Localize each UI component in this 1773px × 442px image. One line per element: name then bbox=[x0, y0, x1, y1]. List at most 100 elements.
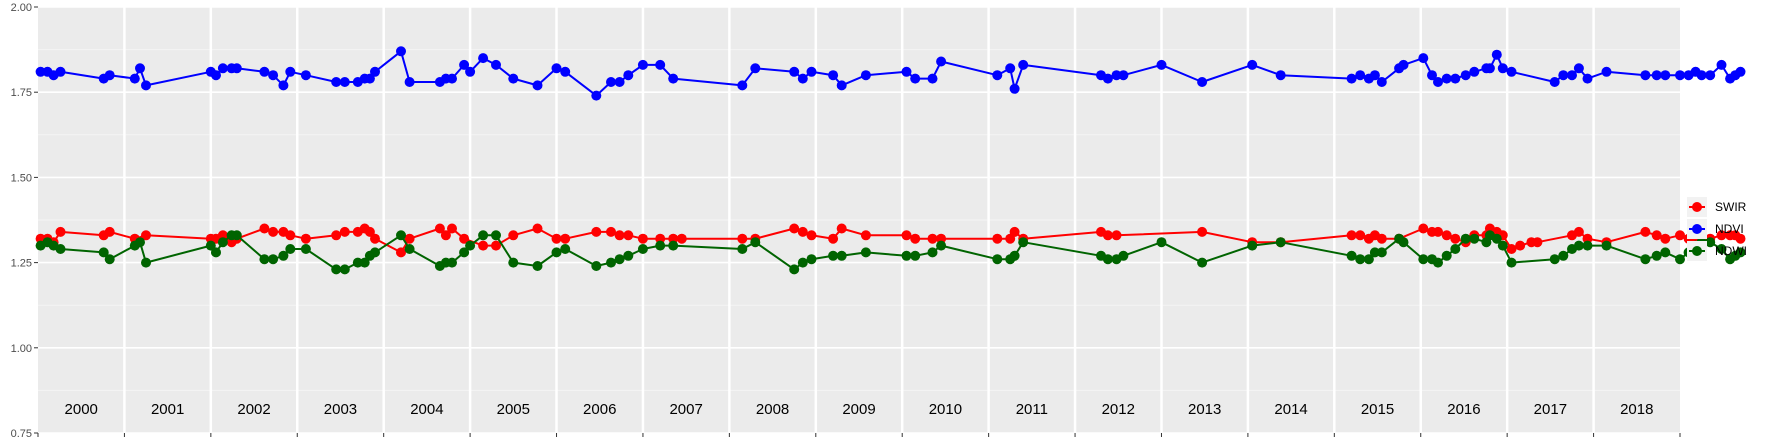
data-point bbox=[1433, 226, 1443, 237]
data-point bbox=[217, 230, 228, 241]
data-point bbox=[364, 73, 375, 84]
data-point bbox=[491, 59, 501, 70]
data-point bbox=[1640, 70, 1651, 81]
data-point bbox=[936, 233, 947, 244]
y-tick-label: 2.00 bbox=[11, 2, 32, 14]
minor-gridlines bbox=[38, 49, 1680, 391]
data-point bbox=[1102, 254, 1113, 265]
data-point bbox=[508, 73, 519, 84]
y-axis: 0.75 1.00 1.25 1.50 1.75 2.00 bbox=[11, 2, 38, 440]
data-point bbox=[1005, 63, 1016, 74]
data-point bbox=[828, 233, 839, 244]
data-point bbox=[55, 244, 66, 254]
data-point bbox=[591, 226, 602, 237]
series-ndwi bbox=[35, 230, 1746, 275]
data-point bbox=[1735, 247, 1746, 258]
data-point bbox=[508, 230, 519, 241]
data-point bbox=[927, 73, 938, 84]
x-axis bbox=[37, 433, 1681, 437]
data-point bbox=[104, 254, 115, 265]
data-point bbox=[992, 233, 1003, 244]
data-point bbox=[459, 233, 470, 244]
data-point bbox=[750, 63, 761, 74]
data-point bbox=[434, 223, 445, 234]
data-point bbox=[285, 230, 296, 241]
data-point bbox=[1716, 230, 1727, 241]
data-point bbox=[1398, 237, 1409, 248]
data-point bbox=[1441, 73, 1452, 84]
data-point bbox=[806, 254, 817, 265]
year-label: 2010 bbox=[929, 401, 962, 418]
data-point bbox=[806, 230, 817, 241]
data-point bbox=[936, 56, 947, 67]
legend-key-point bbox=[1692, 224, 1702, 234]
data-point bbox=[259, 254, 270, 265]
data-point bbox=[551, 233, 562, 244]
data-point bbox=[1660, 233, 1671, 244]
data-point bbox=[1469, 66, 1480, 77]
data-point bbox=[1018, 59, 1029, 70]
legend-item-swir: SWIR bbox=[1687, 197, 1747, 217]
data-point bbox=[1716, 244, 1727, 254]
data-point bbox=[129, 73, 140, 84]
y-tick-label: 1.75 bbox=[11, 87, 32, 99]
data-point bbox=[797, 226, 808, 237]
data-point bbox=[623, 250, 634, 261]
data-point bbox=[901, 230, 912, 241]
data-point bbox=[901, 250, 912, 261]
data-point bbox=[211, 70, 221, 81]
year-label: 2016 bbox=[1447, 401, 1480, 418]
data-point bbox=[1275, 70, 1286, 81]
year-label: 2006 bbox=[583, 401, 616, 418]
series-line bbox=[40, 50, 1742, 97]
data-point bbox=[1506, 244, 1517, 254]
data-point bbox=[1696, 70, 1707, 81]
data-point bbox=[1433, 257, 1443, 268]
data-point bbox=[1675, 70, 1685, 81]
data-point bbox=[1660, 247, 1671, 258]
data-point bbox=[404, 77, 415, 87]
year-label: 2012 bbox=[1102, 401, 1135, 418]
data-point bbox=[104, 226, 115, 237]
data-point bbox=[901, 66, 912, 77]
data-point bbox=[737, 80, 748, 91]
data-point bbox=[1102, 73, 1113, 84]
data-point bbox=[259, 223, 270, 234]
data-point bbox=[370, 247, 380, 258]
year-label: 2011 bbox=[1016, 401, 1048, 418]
data-point bbox=[268, 70, 279, 81]
data-point bbox=[1118, 70, 1129, 81]
y-tick-label: 0.75 bbox=[11, 428, 32, 440]
data-point bbox=[623, 70, 634, 81]
data-point bbox=[1558, 250, 1569, 261]
data-point bbox=[1660, 70, 1671, 81]
data-point bbox=[459, 247, 470, 258]
data-point bbox=[1376, 77, 1387, 87]
data-point bbox=[331, 77, 342, 87]
data-point bbox=[1355, 230, 1366, 241]
data-point bbox=[560, 244, 571, 254]
data-point bbox=[551, 63, 562, 74]
data-point bbox=[1346, 230, 1357, 241]
data-point bbox=[614, 254, 625, 265]
data-point bbox=[1018, 237, 1029, 248]
data-point bbox=[1376, 233, 1387, 244]
data-point bbox=[1675, 230, 1685, 241]
data-point bbox=[1197, 226, 1208, 237]
data-point bbox=[1506, 257, 1517, 268]
data-point bbox=[135, 63, 145, 74]
year-label: 2014 bbox=[1274, 401, 1307, 418]
data-point bbox=[1009, 226, 1020, 237]
data-point bbox=[1363, 254, 1374, 265]
data-point bbox=[268, 254, 279, 265]
data-point bbox=[1346, 250, 1357, 261]
data-point bbox=[1102, 230, 1113, 241]
year-label: 2007 bbox=[669, 401, 702, 418]
data-point bbox=[1497, 63, 1508, 74]
data-point bbox=[836, 250, 847, 261]
data-point bbox=[339, 77, 350, 87]
data-point bbox=[55, 66, 66, 77]
year-label: 2001 bbox=[151, 401, 184, 418]
data-point bbox=[836, 223, 847, 234]
data-point bbox=[478, 240, 489, 251]
